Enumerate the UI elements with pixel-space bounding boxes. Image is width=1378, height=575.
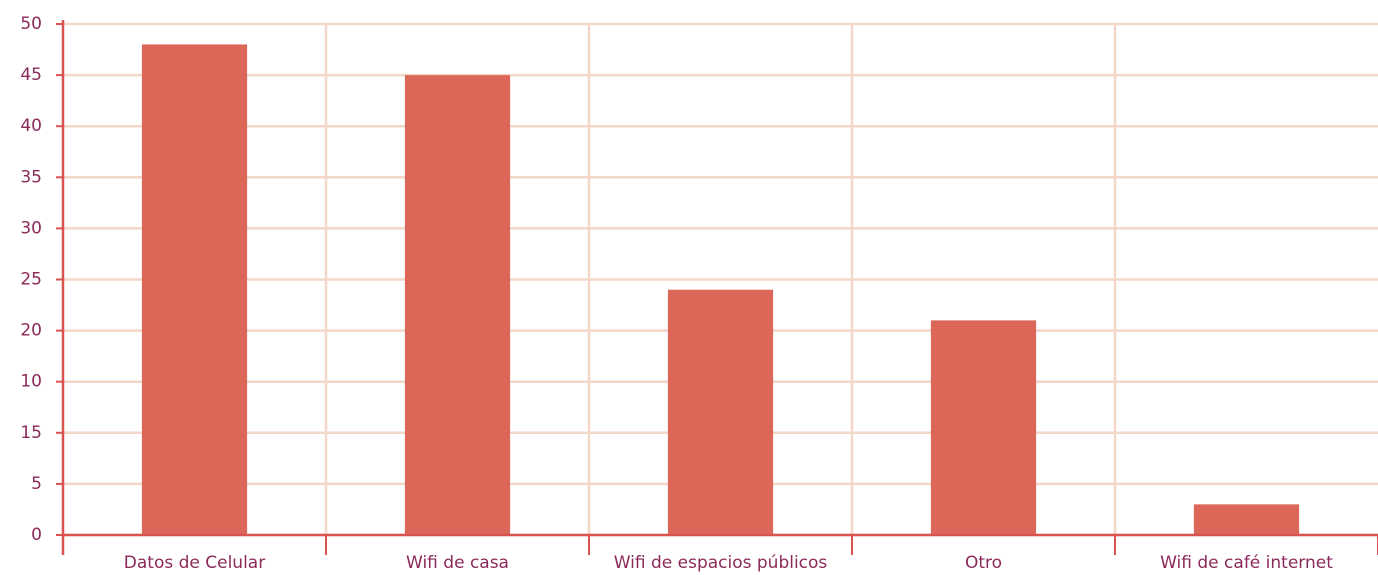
x-tick-label: Wifi de espacios públicos (614, 553, 828, 573)
bar (404, 75, 511, 535)
bar (141, 44, 248, 535)
x-tick-label: Datos de Celular (124, 553, 265, 573)
bar (1193, 504, 1300, 535)
x-tick-label: Wifi de café internet (1160, 553, 1333, 573)
x-tick-label: Wifi de casa (406, 553, 509, 573)
y-tick-label: 35 (20, 167, 42, 187)
y-tick-label: 50 (20, 14, 42, 34)
y-tick-label: 15 (20, 423, 42, 443)
y-tick-label: 5 (31, 474, 42, 494)
y-tick-label: 0 (31, 525, 42, 545)
bar (667, 289, 774, 535)
y-tick-label: 25 (20, 270, 42, 290)
y-tick-label: 20 (20, 321, 42, 341)
y-tick-label: 30 (20, 218, 42, 238)
x-tick-label: Otro (965, 553, 1002, 573)
y-tick-label: 45 (20, 65, 42, 85)
bar (930, 320, 1037, 535)
y-tick-label: 40 (20, 116, 42, 136)
y-tick-label: 10 (20, 372, 42, 392)
